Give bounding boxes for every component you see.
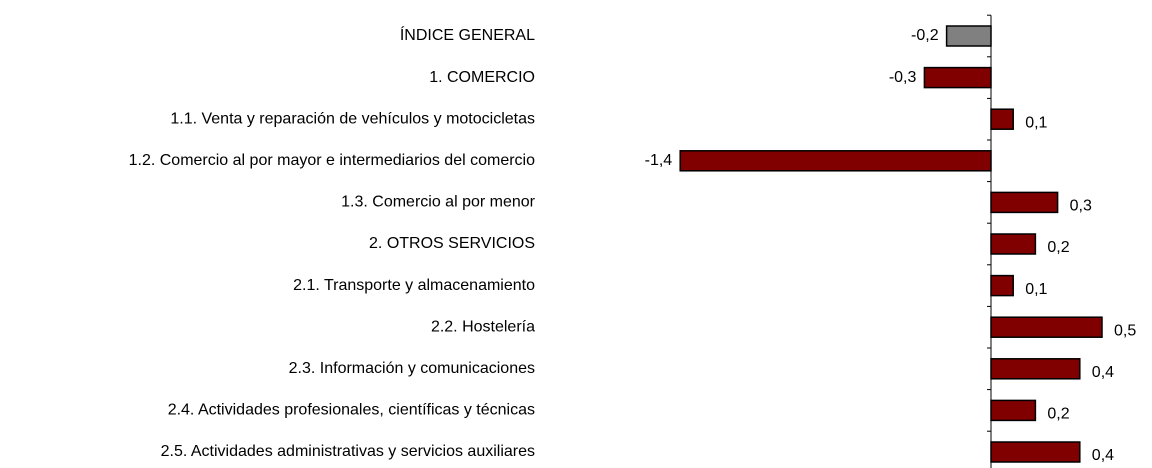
value-label: 0,1	[1025, 281, 1047, 298]
bar	[945, 25, 992, 47]
bar	[990, 399, 1037, 422]
value-label: 0,3	[1070, 198, 1092, 215]
bar	[990, 233, 1037, 255]
value-label: 0,5	[1114, 322, 1136, 339]
category-label: 2.3. Información y comunicaciones	[289, 360, 535, 377]
category-label: 2. OTROS SERVICIOS	[369, 235, 535, 252]
value-label: 0,2	[1047, 406, 1069, 423]
value-label: 0,4	[1092, 447, 1114, 464]
value-label: 0,1	[1025, 114, 1047, 131]
bar	[990, 191, 1059, 214]
bar	[990, 274, 1014, 297]
category-label: ÍNDICE GENERAL	[400, 25, 535, 44]
value-label: -1,4	[645, 152, 673, 169]
bar	[990, 316, 1103, 338]
value-label: -0,3	[889, 69, 917, 86]
bar	[990, 358, 1081, 380]
value-label: 0,2	[1047, 239, 1069, 256]
bar	[990, 441, 1081, 463]
bar	[990, 108, 1014, 130]
category-label: 2.2. Hostelería	[431, 318, 535, 335]
value-label: 0,4	[1092, 364, 1114, 381]
bar	[923, 66, 992, 89]
category-label: 2.1. Transporte y almacenamiento	[293, 277, 535, 294]
category-label: 1.3. Comercio al por menor	[341, 194, 536, 211]
category-label: 1. COMERCIO	[429, 69, 535, 86]
category-label: 1.1. Venta y reparación de vehículos y m…	[170, 110, 535, 127]
bar	[679, 150, 992, 172]
value-label: -0,2	[911, 27, 939, 44]
category-label: 2.4. Actividades profesionales, científi…	[168, 402, 535, 419]
category-label: 2.5. Actividades administrativas y servi…	[161, 443, 535, 460]
category-label: 1.2. Comercio al por mayor e intermediar…	[129, 152, 535, 169]
